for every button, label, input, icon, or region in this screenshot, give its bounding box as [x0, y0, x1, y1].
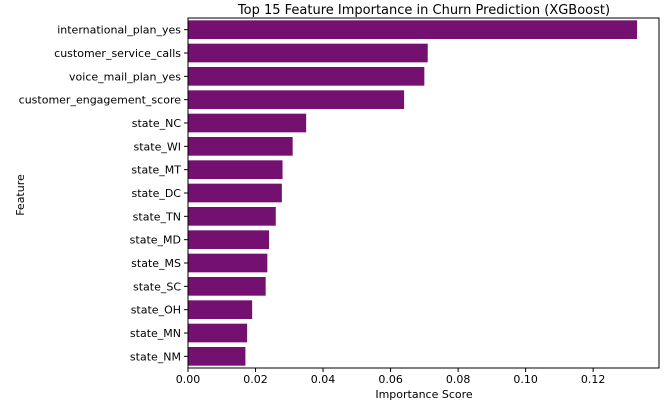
y-tick-label: state_DC — [131, 187, 181, 200]
y-tick-label: state_MD — [130, 234, 181, 247]
bar-customer_service_calls — [188, 43, 428, 63]
y-tick-label: international_plan_yes — [57, 24, 181, 37]
bar-state_MS — [188, 253, 268, 273]
bar-voice_mail_plan_yes — [188, 67, 425, 86]
y-tick-label: voice_mail_plan_yes — [69, 70, 181, 83]
bar-state_TN — [188, 207, 276, 226]
bar-state_NM — [188, 347, 246, 366]
y-tick-label: state_NM — [130, 350, 181, 363]
bar-state_MN — [188, 323, 248, 343]
plot-frame — [187, 17, 660, 369]
y-tick-label: state_OH — [131, 304, 181, 317]
plot-area: international_plan_yes customer_service_c… — [19, 20, 638, 386]
y-tick-label: state_MT — [131, 164, 181, 177]
x-tick-label: 0.04 — [311, 373, 336, 386]
x-tick-label: 0.08 — [446, 373, 471, 386]
bar-state_MD — [188, 230, 270, 249]
bar-international_plan_yes — [188, 20, 638, 39]
y-tick-label: state_MN — [130, 327, 181, 340]
y-tick-label: customer_service_calls — [54, 47, 181, 60]
x-tick-label: 0.00 — [176, 373, 201, 386]
bar-state_DC — [188, 183, 282, 203]
chart-title: Top 15 Feature Importance in Churn Predi… — [237, 3, 610, 18]
y-tick-label: customer_engagement_score — [19, 94, 182, 107]
y-tick-label: state_NC — [132, 117, 182, 130]
bar-state_MT — [188, 160, 283, 179]
x-tick-label: 0.12 — [581, 373, 606, 386]
y-tick-label: state_TN — [133, 210, 181, 223]
bar-state_OH — [188, 300, 253, 319]
bar-customer_engagement_score — [188, 90, 405, 109]
x-tick-label: 0.06 — [378, 373, 403, 386]
bar-state_NC — [188, 113, 307, 133]
x-tick-label: 0.02 — [243, 373, 268, 386]
bar-state_SC — [188, 277, 266, 296]
x-axis-label: Importance Score — [375, 388, 473, 401]
y-tick-label: state_MS — [131, 257, 181, 270]
y-tick-label: state_WI — [134, 140, 182, 153]
bar-state_WI — [188, 137, 293, 156]
x-tick-label: 0.10 — [513, 373, 538, 386]
y-tick-label: state_SC — [133, 280, 181, 293]
y-axis-label: Feature — [14, 174, 27, 216]
